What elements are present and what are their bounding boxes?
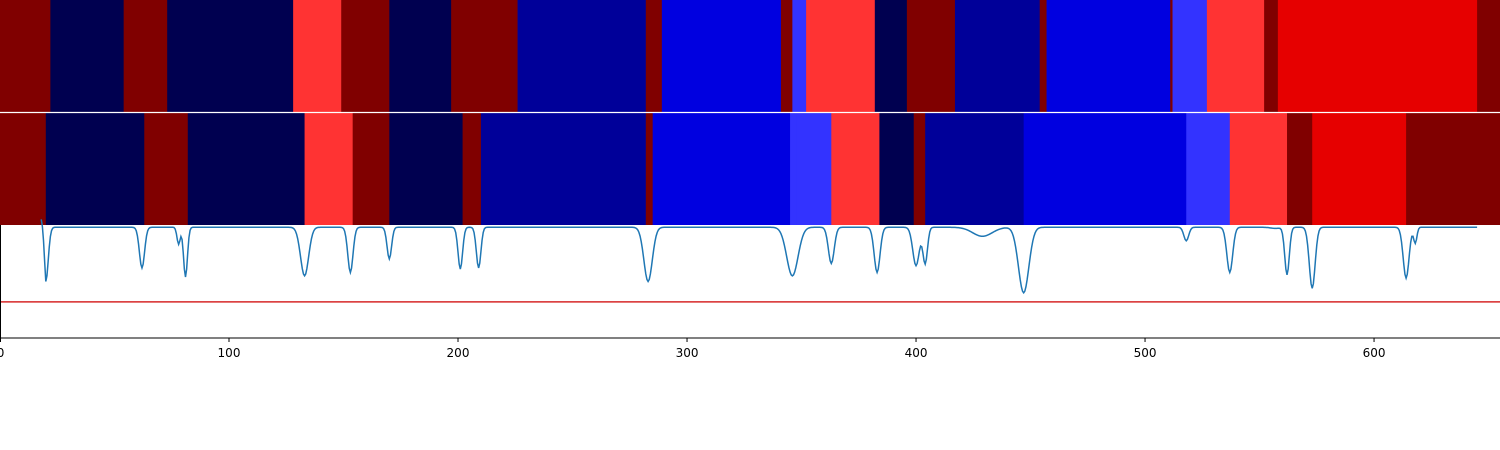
heatmap-segment-r1-8	[480, 112, 647, 225]
heatmap-segment-r0-22	[1264, 0, 1279, 113]
x-tick-label-100: 100	[218, 346, 241, 360]
heatmap-row-top	[0, 0, 1500, 113]
heatmap-segment-r1-3	[187, 112, 305, 225]
heatmap-segment-r1-22	[1406, 112, 1500, 225]
heatmap-segment-r1-4	[304, 112, 354, 225]
heatmap-segment-r0-23	[1277, 0, 1478, 113]
heatmap-segment-r1-2	[144, 112, 189, 225]
heatmap-segment-r0-2	[123, 0, 168, 113]
heatmap-segment-r0-12	[792, 0, 807, 113]
heatmap-segment-r0-18	[1046, 0, 1171, 113]
heatmap-segment-r1-21	[1312, 112, 1407, 225]
heatmap-segment-r1-9	[645, 112, 654, 225]
heatmap-segment-r0-10	[661, 0, 782, 113]
heatmap-segment-r0-17	[1039, 0, 1047, 113]
heatmap-segment-r1-19	[1229, 112, 1288, 225]
heatmap-segment-r0-13	[806, 0, 876, 113]
heatmap-segment-r1-5	[352, 112, 390, 225]
heatmap-segment-r0-11	[780, 0, 793, 113]
x-tick-label-500: 500	[1134, 346, 1157, 360]
heatmap-segment-r1-16	[925, 112, 1025, 225]
heatmap-segment-r0-6	[389, 0, 452, 113]
heatmap-segment-r1-18	[1186, 112, 1231, 225]
heatmap-segment-r1-13	[831, 112, 880, 225]
heatmap-segment-r1-14	[879, 112, 915, 225]
heatmap-segment-r0-1	[50, 0, 125, 113]
heatmap-segment-r0-5	[341, 0, 390, 113]
heatmap-segment-r0-7	[451, 0, 518, 113]
x-axis-ticks: 0 100 200 300 400 500 600	[0, 338, 1385, 360]
heatmap-segment-r1-0	[0, 112, 47, 225]
heatmap-segment-r0-21	[1206, 0, 1265, 113]
heatmap-segment-r0-24	[1477, 0, 1500, 113]
heatmap-segment-r0-9	[645, 0, 663, 113]
heatmap-segment-r1-12	[796, 112, 832, 225]
signal-series-line	[40, 219, 1478, 295]
heatmap-segment-r0-16	[954, 0, 1041, 113]
x-tick-label-0: 0	[0, 346, 4, 360]
x-tick-label-600: 600	[1363, 346, 1386, 360]
line-panel-background	[0, 225, 1500, 338]
heatmap-segment-r1-11	[790, 112, 798, 225]
line-panel	[0, 219, 1500, 338]
heatmap-row-bottom	[0, 112, 1500, 225]
heatmap-segment-r0-0	[0, 0, 51, 113]
heatmap-segment-r1-15	[913, 112, 926, 225]
heatmap-segment-r0-19	[1170, 0, 1173, 113]
heatmap-segment-r1-6	[389, 112, 463, 225]
heatmap-segment-r0-4	[293, 0, 342, 113]
heatmap-segment-r0-20	[1172, 0, 1208, 113]
heatmap-segment-r1-1	[45, 112, 145, 225]
heatmap-segment-r1-17	[1023, 112, 1187, 225]
x-tick-label-200: 200	[447, 346, 470, 360]
heatmap-segment-r0-3	[167, 0, 294, 113]
heatmap-segment-r0-8	[517, 0, 647, 113]
heatmap-segment-r0-14	[874, 0, 908, 113]
heatmap-segment-r1-20	[1287, 112, 1313, 225]
heatmap-segment-r1-7	[462, 112, 482, 225]
x-axis: 0 100 200 300 400 500 600	[0, 225, 1500, 360]
x-tick-label-300: 300	[676, 346, 699, 360]
heatmap-segment-r1-10	[652, 112, 791, 225]
heatmap-segment-r0-15	[906, 0, 956, 113]
x-tick-label-400: 400	[905, 346, 928, 360]
